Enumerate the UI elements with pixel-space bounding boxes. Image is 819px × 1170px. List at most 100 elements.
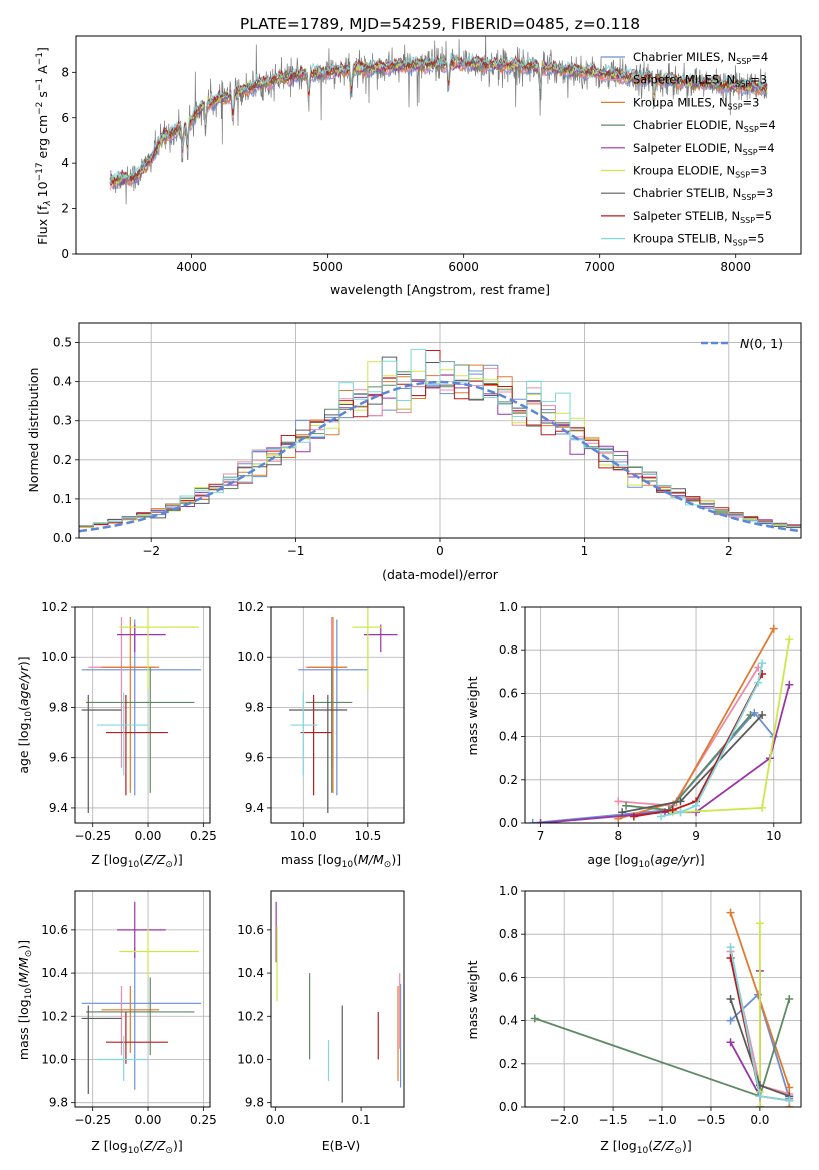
errorbar-point bbox=[300, 694, 332, 796]
errorbar-point bbox=[81, 1005, 122, 1095]
x-tick-label: 2 bbox=[725, 544, 733, 558]
mass-weight-marker bbox=[746, 711, 755, 719]
y-tick-label: 4 bbox=[61, 156, 69, 170]
y-tick-label: 9.6 bbox=[245, 751, 264, 765]
x-tick-label: 0.0 bbox=[750, 1113, 769, 1127]
panel-mass-weight-vs-metallicity: −2.0 −1.5 −1.0 −0.5 0.0 0.0 0.2 0.4 0.6 0.8 1.0 bbox=[499, 884, 802, 1127]
errorbar-point bbox=[119, 607, 199, 690]
y-tick-label: 0.3 bbox=[53, 414, 72, 428]
errorbar-point bbox=[289, 694, 348, 813]
x-tick-label: 4000 bbox=[176, 260, 207, 274]
x-tick-label: −2 bbox=[142, 544, 160, 558]
x-tick-label: 10.0 bbox=[290, 829, 317, 843]
mass_weight_vs_Z-plot-area bbox=[530, 908, 794, 1107]
residuals-legend-label: N(0, 1) bbox=[740, 336, 783, 351]
y-tick-label: 9.8 bbox=[49, 700, 68, 714]
y-tick-label: 0.2 bbox=[53, 453, 72, 467]
mass-weight-marker bbox=[755, 919, 764, 928]
y-tick-label: 0.5 bbox=[53, 336, 72, 350]
y-tick-label: 1.0 bbox=[499, 884, 518, 898]
errorbar-point bbox=[86, 667, 195, 793]
residuals-xlabel: (data-model)/error bbox=[382, 567, 499, 582]
spectrum-legend-label: Chabrier STELIB, NSSP=3 bbox=[633, 186, 773, 202]
ebv-xlabel: E(B-V) bbox=[322, 1138, 361, 1153]
mass-weight-marker bbox=[726, 943, 735, 952]
x-tick-label: 0.00 bbox=[135, 1113, 162, 1127]
mass-weight-marker bbox=[726, 995, 735, 1003]
residual-histogram bbox=[79, 348, 801, 538]
errorbar-point bbox=[97, 1035, 149, 1082]
mass_vs_EBV-plot-area bbox=[275, 901, 402, 1103]
mass-weight-marker bbox=[785, 1096, 794, 1105]
y-tick-label: 0.4 bbox=[499, 730, 518, 744]
mass-weight-series-line bbox=[633, 673, 763, 818]
age-xlabel: age [log10(age/yr)] bbox=[587, 852, 704, 870]
x-tick-label: 0.1 bbox=[352, 1113, 371, 1127]
spectrum-axes-frame bbox=[75, 35, 802, 255]
residuals-legend: N(0, 1) bbox=[701, 336, 783, 351]
y-tick-label: 8 bbox=[61, 65, 69, 79]
x-tick-label: 8000 bbox=[720, 260, 751, 274]
svg-text:Flux [fλ10−17 erg cm−2 s−1 A−1: Flux [fλ10−17 erg cm−2 s−1 A−1] bbox=[35, 47, 53, 245]
spectrum-model-line bbox=[109, 57, 768, 186]
mass-weight-marker bbox=[622, 801, 631, 810]
spectrum-xlabel: wavelength [Angstrom, rest frame] bbox=[330, 282, 550, 297]
mass-weight-marker bbox=[692, 801, 701, 810]
mass-weight-marker bbox=[618, 808, 627, 817]
x-tick-label: 7 bbox=[537, 829, 545, 843]
mass-weight-marker bbox=[758, 659, 767, 668]
mass_vs_Z-plot-area bbox=[81, 901, 202, 1095]
errorbar-point bbox=[119, 927, 199, 978]
y-tick-label: 0.0 bbox=[53, 531, 72, 545]
spectrum-legend-label: Chabrier ELODIE, NSSP=4 bbox=[633, 118, 776, 134]
spectrum-legend-label: Salpeter MILES, NSSP=3 bbox=[633, 73, 767, 89]
errorbar-point bbox=[81, 694, 122, 813]
y-tick-label: 10.4 bbox=[237, 966, 264, 980]
mass-weight-marker bbox=[629, 812, 638, 821]
mass_vs_EBV-axes-frame bbox=[270, 890, 405, 1108]
mass_weight_vs_age-axes-frame bbox=[524, 606, 802, 824]
spectrum-legend-label: Chabrier MILES, NSSP=4 bbox=[633, 50, 768, 66]
x-tick-label: 8 bbox=[614, 829, 622, 843]
spectrum-legend-label: Salpeter STELIB, NSSP=5 bbox=[633, 209, 772, 225]
x-tick-label: −0.5 bbox=[696, 1113, 725, 1127]
spectrum-model-line bbox=[109, 52, 768, 185]
mass_vs_Z-axes-frame bbox=[74, 890, 211, 1108]
spectrum-legend: Chabrier MILES, NSSP=4 Salpeter MILES, NS… bbox=[601, 50, 776, 248]
y-tick-label: 10.0 bbox=[41, 1052, 68, 1066]
y-tick-label: 10.2 bbox=[41, 600, 68, 614]
x-tick-label: 0.0 bbox=[266, 1113, 285, 1127]
mass-weight-marker bbox=[769, 624, 778, 633]
x-tick-label: −0.25 bbox=[74, 829, 111, 843]
mass-xlabel: mass [log10(M/M⊙)] bbox=[281, 852, 401, 870]
normal-reference-curve bbox=[79, 380, 801, 533]
mass-weight-marker bbox=[536, 819, 545, 823]
panel-mass-vs-metallicity: −0.25 0.00 0.25 9.8 10.0 10.2 10.4 10.6 bbox=[41, 890, 217, 1127]
y-tick-label: 10.2 bbox=[41, 1009, 68, 1023]
y-tick-label: 6 bbox=[61, 111, 69, 125]
figure-title: PLATE=1789, MJD=54259, FIBERID=0485, z=0… bbox=[240, 15, 640, 33]
mass-weight-marker bbox=[755, 1103, 764, 1107]
x-tick-label: 10 bbox=[766, 829, 781, 843]
errorbar-point bbox=[117, 901, 166, 958]
mass-weight-marker bbox=[528, 819, 537, 823]
x-tick-label: 0.25 bbox=[190, 1113, 217, 1127]
x-tick-label: 10.5 bbox=[354, 829, 381, 843]
mass-weight-marker bbox=[755, 1092, 764, 1101]
mass-weight-marker bbox=[676, 808, 685, 817]
errorbar-point bbox=[97, 692, 149, 776]
y-tick-label: 10.6 bbox=[41, 923, 68, 937]
x-tick-label: −1.5 bbox=[599, 1113, 628, 1127]
errorbar-point bbox=[307, 617, 348, 793]
panel-spectrum: 4000 5000 6000 7000 8000 0 2 4 6 8 bbox=[61, 35, 802, 274]
panel-age-vs-metallicity: −0.25 0.00 0.25 9.4 9.6 9.8 10.0 10.2 bbox=[41, 600, 216, 843]
y-tick-label: 9.8 bbox=[245, 1096, 264, 1110]
x-tick-label: −1 bbox=[287, 544, 305, 558]
y-tick-label: 9.8 bbox=[49, 1096, 68, 1110]
x-tick-label: 9 bbox=[692, 829, 700, 843]
errorbar-point bbox=[363, 624, 398, 653]
residuals-plot-area bbox=[79, 348, 801, 538]
y-tick-label: 0.6 bbox=[499, 970, 518, 984]
